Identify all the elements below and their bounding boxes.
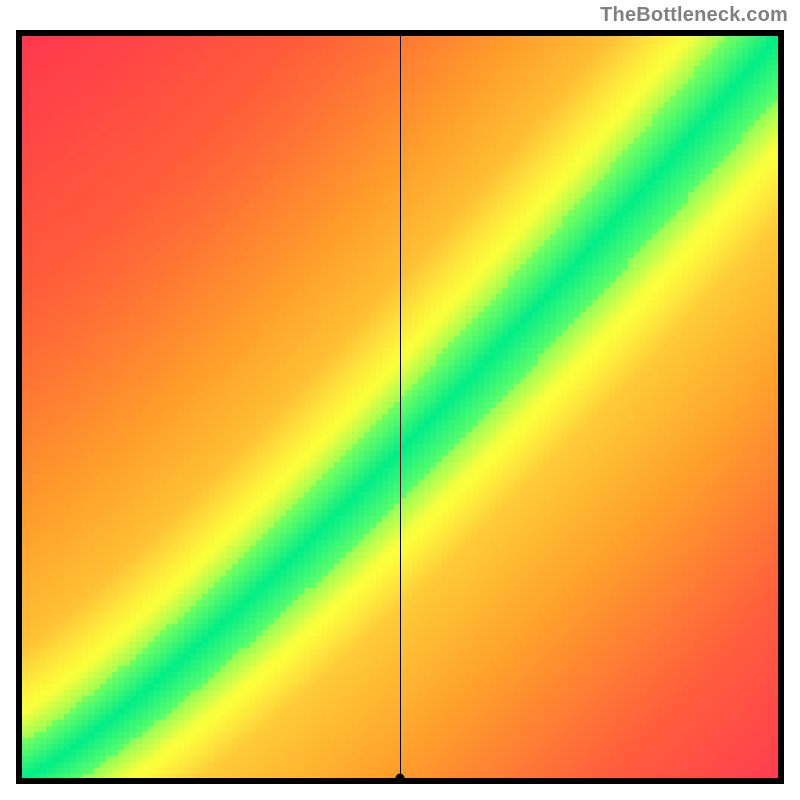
heatmap-frame — [16, 30, 784, 784]
vertical-crosshair-line — [400, 36, 401, 778]
attribution-text: TheBottleneck.com — [600, 4, 788, 27]
marker-dot — [396, 774, 405, 783]
